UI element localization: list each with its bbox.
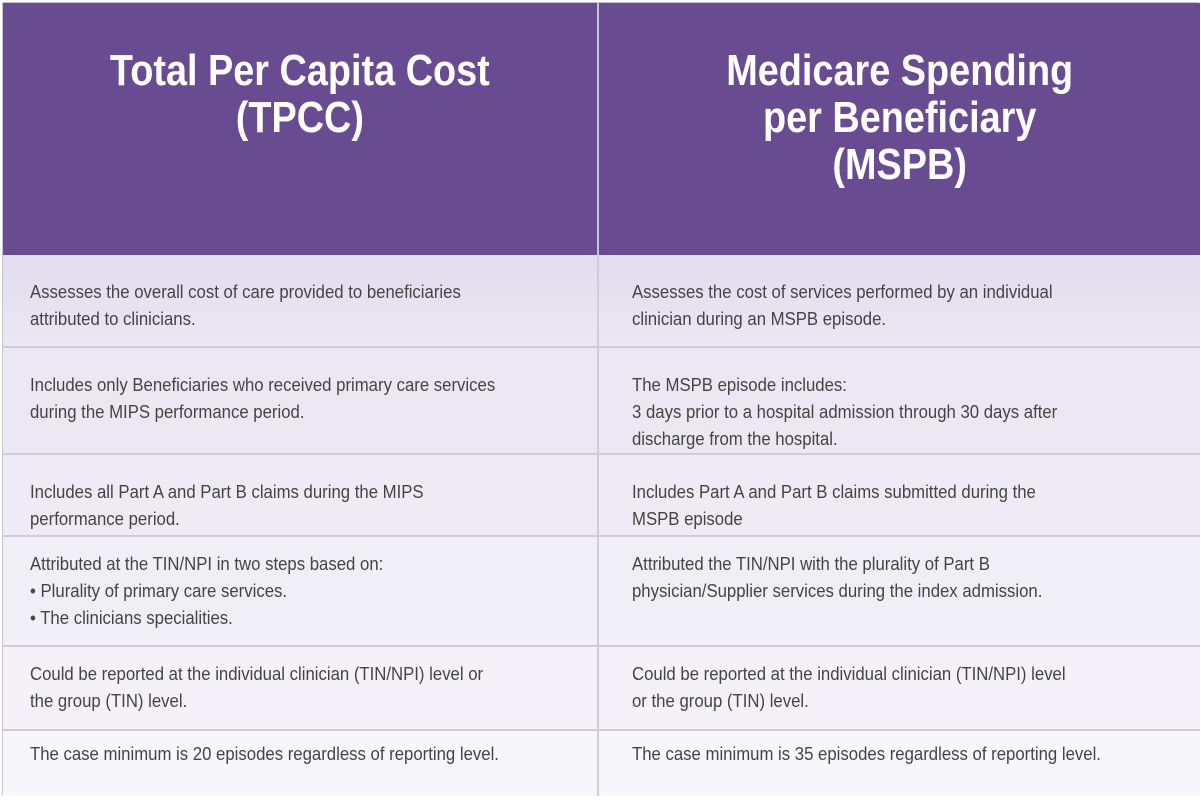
mspb-row-6: The case minimum is 35 episodes regardle… [599, 731, 1200, 796]
mspb-row-5: Could be reported at the individual clin… [599, 647, 1200, 731]
mspb-row-3-text: Includes Part A and Part B claims submit… [632, 482, 1036, 529]
mspb-row-1-text: Assesses the cost of services performed … [632, 282, 1053, 329]
header-mspb: Medicare Spending per Beneficiary (MSPB) [599, 3, 1200, 255]
mspb-row-6-text: The case minimum is 35 episodes regardle… [632, 744, 1101, 764]
mspb-row-4: Attributed the TIN/NPI with the pluralit… [599, 537, 1200, 647]
tpcc-row-1-text: Assesses the overall cost of care provid… [30, 282, 461, 329]
mspb-row-1: Assesses the cost of services performed … [599, 255, 1200, 348]
mspb-row-3: Includes Part A and Part B claims submit… [599, 455, 1200, 537]
header-tpcc-label: Total Per Capita Cost (TPCC) [110, 46, 490, 142]
tpcc-row-6: The case minimum is 20 episodes regardle… [3, 731, 599, 796]
tpcc-row-5-text: Could be reported at the individual clin… [30, 664, 484, 711]
tpcc-row-2: Includes only Beneficiaries who received… [3, 348, 599, 455]
mspb-row-2: The MSPB episode includes: 3 days prior … [599, 348, 1200, 455]
tpcc-row-4-text: Attributed at the TIN/NPI in two steps b… [30, 554, 384, 628]
tpcc-row-3: Includes all Part A and Part B claims du… [3, 455, 599, 537]
tpcc-row-4: Attributed at the TIN/NPI in two steps b… [3, 537, 599, 647]
tpcc-row-1: Assesses the overall cost of care provid… [3, 255, 599, 348]
header-mspb-label: Medicare Spending per Beneficiary (MSPB) [726, 46, 1073, 189]
mspb-row-5-text: Could be reported at the individual clin… [632, 664, 1066, 711]
tpcc-row-5: Could be reported at the individual clin… [3, 647, 599, 731]
mspb-row-2-text: The MSPB episode includes: 3 days prior … [632, 375, 1058, 449]
mspb-row-4-text: Attributed the TIN/NPI with the pluralit… [632, 554, 1043, 601]
tpcc-row-2-text: Includes only Beneficiaries who received… [30, 375, 496, 422]
tpcc-row-3-text: Includes all Part A and Part B claims du… [30, 482, 424, 529]
tpcc-row-6-text: The case minimum is 20 episodes regardle… [30, 744, 499, 764]
header-tpcc: Total Per Capita Cost (TPCC) [3, 3, 599, 255]
